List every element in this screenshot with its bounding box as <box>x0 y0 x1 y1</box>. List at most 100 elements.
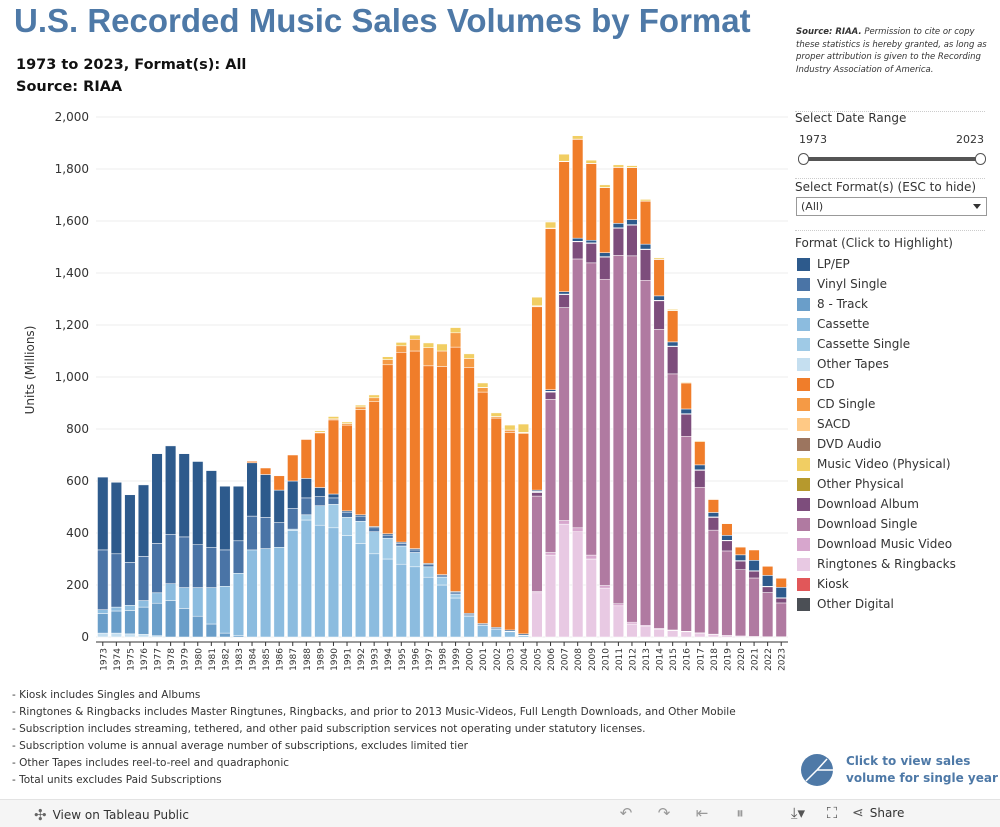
bar-segment[interactable] <box>558 294 570 308</box>
bar-segment[interactable] <box>680 408 692 414</box>
bar-segment[interactable] <box>110 632 122 638</box>
bar-segment[interactable] <box>368 527 380 532</box>
bar-segment[interactable] <box>232 485 245 542</box>
bar-segment[interactable] <box>422 576 434 638</box>
legend-item[interactable]: Kiosk <box>797 574 956 594</box>
bar-segment[interactable] <box>178 587 190 609</box>
bar-segment[interactable] <box>124 610 136 635</box>
bar-segment[interactable] <box>422 566 434 578</box>
bar-segment[interactable] <box>680 436 692 632</box>
bar-segment[interactable] <box>436 584 448 638</box>
bar-segment[interactable] <box>287 530 299 638</box>
bar-segment[interactable] <box>137 634 150 638</box>
bar-segment[interactable] <box>355 521 367 544</box>
bar-segment[interactable] <box>205 547 217 588</box>
bar-segment[interactable] <box>721 550 733 636</box>
bar-segment[interactable] <box>612 167 624 224</box>
bar-segment[interactable] <box>639 243 652 250</box>
bar-segment[interactable] <box>382 364 394 535</box>
legend-item[interactable]: Music Video (Physical) <box>797 454 956 474</box>
bar-segment[interactable] <box>327 497 339 505</box>
bar-segment[interactable] <box>137 484 150 557</box>
bar-segment[interactable] <box>572 241 584 260</box>
bar-segment[interactable] <box>612 223 624 229</box>
bar-segment[interactable] <box>707 634 719 638</box>
bar-segment[interactable] <box>599 585 611 589</box>
bar-segment[interactable] <box>327 419 339 495</box>
bar-segment[interactable] <box>680 631 692 638</box>
bar-segment[interactable] <box>626 623 638 638</box>
bar-segment[interactable] <box>626 167 638 220</box>
legend-item[interactable]: CD <box>797 374 956 394</box>
slider-end-handle[interactable] <box>975 153 986 165</box>
bar-segment[interactable] <box>436 366 448 575</box>
bar-segment[interactable] <box>585 262 597 556</box>
bar-segment[interactable] <box>612 603 624 607</box>
bar-segment[interactable] <box>775 602 787 637</box>
legend-item[interactable]: 8 - Track <box>797 294 956 314</box>
bar-segment[interactable] <box>273 489 285 523</box>
bar-segment[interactable] <box>260 548 272 638</box>
bar-segment[interactable] <box>667 630 679 638</box>
bar-segment[interactable] <box>572 139 584 239</box>
bar-segment[interactable] <box>165 445 177 535</box>
bar-segment[interactable] <box>422 365 434 564</box>
bar-segment[interactable] <box>653 329 665 629</box>
bar-segment[interactable] <box>260 474 272 518</box>
bar-segment[interactable] <box>450 332 462 348</box>
bar-segment[interactable] <box>572 135 584 140</box>
bar-segment[interactable] <box>151 602 163 636</box>
bar-segment[interactable] <box>382 359 394 366</box>
bar-segment[interactable] <box>422 342 434 348</box>
bar-segment[interactable] <box>762 586 774 593</box>
bar-segment[interactable] <box>450 346 462 592</box>
bar-segment[interactable] <box>382 537 394 560</box>
bar-segment[interactable] <box>599 184 611 188</box>
bar-segment[interactable] <box>300 514 312 521</box>
legend-item[interactable]: Vinyl Single <box>797 274 956 294</box>
bar-segment[interactable] <box>734 569 747 637</box>
bar-segment[interactable] <box>300 439 312 479</box>
bar-segment[interactable] <box>545 391 557 400</box>
bar-segment[interactable] <box>599 252 611 257</box>
bar-segment[interactable] <box>517 423 529 433</box>
bar-segment[interactable] <box>585 159 597 164</box>
bar-segment[interactable] <box>192 461 204 545</box>
bar-segment[interactable] <box>694 470 706 488</box>
bar-segment[interactable] <box>558 307 570 521</box>
bar-segment[interactable] <box>748 549 760 561</box>
bar-segment[interactable] <box>667 309 679 311</box>
format-select[interactable]: (All) <box>796 197 987 216</box>
bar-segment[interactable] <box>639 280 652 626</box>
bar-segment[interactable] <box>477 625 489 638</box>
bar-segment[interactable] <box>327 527 339 638</box>
bar-segment[interactable] <box>382 356 394 360</box>
date-range-slider[interactable] <box>803 157 981 161</box>
bar-segment[interactable] <box>612 605 624 638</box>
bar-segment[interactable] <box>477 391 489 624</box>
bar-segment[interactable] <box>395 563 407 638</box>
bar-segment[interactable] <box>341 424 353 512</box>
bar-segment[interactable] <box>368 394 380 399</box>
bar-segment[interactable] <box>327 493 339 499</box>
bar-segment[interactable] <box>97 632 109 638</box>
bar-segment[interactable] <box>395 545 407 565</box>
bar-segment[interactable] <box>422 347 434 367</box>
bar-segment[interactable] <box>382 534 394 539</box>
bar-segment[interactable] <box>137 600 150 608</box>
bar-segment[interactable] <box>694 486 706 634</box>
bar-segment[interactable] <box>422 564 434 568</box>
bar-segment[interactable] <box>409 566 421 638</box>
bar-segment[interactable] <box>165 600 177 638</box>
bar-segment[interactable] <box>558 520 570 525</box>
bar-segment[interactable] <box>409 552 421 568</box>
bar-segment[interactable] <box>545 228 557 390</box>
bar-segment[interactable] <box>599 187 611 253</box>
bar-segment[interactable] <box>409 350 421 549</box>
bar-segment[interactable] <box>355 406 367 410</box>
bar-segment[interactable] <box>327 416 339 420</box>
revert-icon[interactable]: ⇤ <box>695 804 709 822</box>
bar-segment[interactable] <box>368 553 380 638</box>
bar-segment[interactable] <box>137 606 150 635</box>
bar-segment[interactable] <box>300 497 312 516</box>
